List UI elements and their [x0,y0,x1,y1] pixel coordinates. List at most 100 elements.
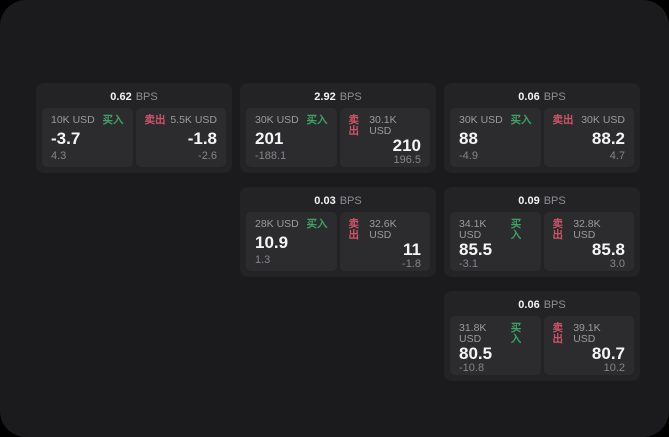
sell-sub-value: 196.5 [393,153,421,166]
buy-tag: 买入 [306,218,328,230]
buy-amount: 28K USD [255,218,299,230]
spread-bps-unit: BPS [543,298,566,311]
buy-price: 201 [255,128,284,148]
sell-price: 11 [403,240,421,259]
sell-sub-value: 10.2 [603,361,625,374]
quote-panels: 10K USD 买入 -3.7 4.3 卖出 5.5K USD -1.8 -2.… [42,108,226,167]
spread-bps-value: 2.92 [314,90,336,103]
buy-quote-panel[interactable]: 31.8K USD 买入 80.5 -10.8 [450,316,541,375]
quote-panels: 28K USD 买入 10.9 1.3 卖出 32.6K USD 11 -1.8 [246,212,430,271]
spread-bps-value: 0.06 [518,298,540,311]
sell-sub-value: -1.8 [402,257,421,270]
buy-panel-header: 10K USD 买入 [51,115,124,126]
card-header: 0.09 BPS [450,192,634,209]
sell-panel-header: 卖出 5.5K USD [145,115,218,126]
quote-panels: 31.8K USD 买入 80.5 -10.8 卖出 39.1K USD 80.… [450,316,634,375]
buy-panel-header: 30K USD 买入 [459,115,532,126]
quote-card: 0.03 BPS 28K USD 买入 10.9 1.3 卖出 32.6K US… [240,187,436,277]
buy-panel-header: 28K USD 买入 [255,219,328,230]
sell-tag: 卖出 [552,218,564,241]
buy-sub-value: 4.3 [51,150,67,162]
sell-quote-panel[interactable]: 卖出 32.8K USD 85.8 3.0 [543,212,634,271]
card-header: 0.03 BPS [246,192,430,209]
sell-quote-panel[interactable]: 卖出 30K USD 88.2 4.7 [543,108,634,167]
quote-panels: 30K USD 买入 88 -4.9 卖出 30K USD 88.2 4.7 [450,108,634,167]
buy-price: 85.5 [459,240,493,259]
buy-tag: 买入 [510,322,522,345]
card-header: 2.92 BPS [246,88,430,105]
buy-price: -3.7 [51,128,81,148]
buy-tag: 买入 [510,114,532,126]
quote-panels: 30K USD 买入 201 -188.1 卖出 30.1K USD 210 1… [246,108,430,167]
sell-panel-header: 卖出 32.8K USD [553,219,626,240]
sell-tag: 卖出 [348,218,360,241]
buy-amount: 30K USD [255,114,299,126]
sell-amount: 30K USD [581,114,625,126]
spread-bps-unit: BPS [339,90,362,103]
buy-quote-panel[interactable]: 28K USD 买入 10.9 1.3 [246,212,337,271]
sell-tag: 卖出 [552,114,574,126]
sell-amount: 5.5K USD [170,114,217,126]
buy-panel-header: 34.1K USD 买入 [459,219,532,240]
sell-price: 88.2 [591,128,625,148]
spread-bps-unit: BPS [543,90,566,103]
sell-sub-value: -2.6 [198,150,217,162]
buy-panel-header: 31.8K USD 买入 [459,323,532,344]
quote-card: 0.06 BPS 30K USD 买入 88 -4.9 卖出 30K USD 8… [444,83,640,173]
sell-amount: 32.8K USD [573,218,601,241]
sell-quote-panel[interactable]: 卖出 32.6K USD 11 -1.8 [339,212,430,271]
buy-amount: 10K USD [51,114,95,126]
buy-quote-panel[interactable]: 30K USD 买入 201 -188.1 [246,108,337,167]
buy-quote-panel[interactable]: 34.1K USD 买入 85.5 -3.1 [450,212,541,271]
quote-grid: 0.62 BPS 10K USD 买入 -3.7 4.3 卖出 5.5K USD… [36,83,640,381]
sell-panel-header: 卖出 32.6K USD [349,219,422,240]
spread-bps-unit: BPS [543,194,566,207]
card-header: 0.62 BPS [42,88,226,105]
sell-tag: 卖出 [144,114,166,126]
quote-card: 0.09 BPS 34.1K USD 买入 85.5 -3.1 卖出 32.8K… [444,187,640,277]
buy-quote-panel[interactable]: 10K USD 买入 -3.7 4.3 [42,108,133,167]
buy-sub-value: -10.8 [459,361,485,374]
quote-card: 0.06 BPS 31.8K USD 买入 80.5 -10.8 卖出 39.1… [444,291,640,381]
buy-price: 88 [459,128,478,148]
buy-sub-value: -4.9 [459,150,478,162]
sell-price: 210 [392,136,421,155]
sell-sub-value: 4.7 [609,150,625,162]
buy-sub-value: 1.3 [255,254,271,266]
buy-tag: 买入 [306,114,328,126]
buy-tag: 买入 [510,218,522,241]
buy-quote-panel[interactable]: 30K USD 买入 88 -4.9 [450,108,541,167]
sell-amount: 32.6K USD [369,218,397,241]
spread-bps-unit: BPS [339,194,362,207]
spread-bps-value: 0.62 [110,90,132,103]
buy-amount: 34.1K USD [459,218,487,241]
buy-tag: 买入 [102,114,124,126]
sell-quote-panel[interactable]: 卖出 30.1K USD 210 196.5 [339,108,430,167]
sell-sub-value: 3.0 [609,257,625,270]
sell-panel-header: 卖出 30.1K USD [349,115,422,136]
sell-price: -1.8 [187,128,217,148]
buy-panel-header: 30K USD 买入 [255,115,328,126]
card-header: 0.06 BPS [450,296,634,313]
spread-bps-value: 0.09 [518,194,540,207]
spread-bps-value: 0.03 [314,194,336,207]
sell-panel-header: 卖出 39.1K USD [553,323,626,344]
sell-quote-panel[interactable]: 卖出 39.1K USD 80.7 10.2 [543,316,634,375]
buy-sub-value: -188.1 [255,150,287,162]
buy-amount: 31.8K USD [459,322,487,345]
sell-price: 80.7 [591,344,625,363]
buy-price: 80.5 [459,344,493,363]
sell-panel-header: 卖出 30K USD [553,115,626,126]
buy-amount: 30K USD [459,114,503,126]
spread-bps-value: 0.06 [518,90,540,103]
buy-sub-value: -3.1 [459,257,478,270]
quote-card: 2.92 BPS 30K USD 买入 201 -188.1 卖出 30.1K … [240,83,436,173]
sell-price: 85.8 [591,240,625,259]
sell-amount: 30.1K USD [369,114,397,137]
sell-quote-panel[interactable]: 卖出 5.5K USD -1.8 -2.6 [135,108,226,167]
sell-amount: 39.1K USD [573,322,601,345]
card-header: 0.06 BPS [450,88,634,105]
sell-tag: 卖出 [348,114,360,137]
spread-bps-unit: BPS [135,90,158,103]
